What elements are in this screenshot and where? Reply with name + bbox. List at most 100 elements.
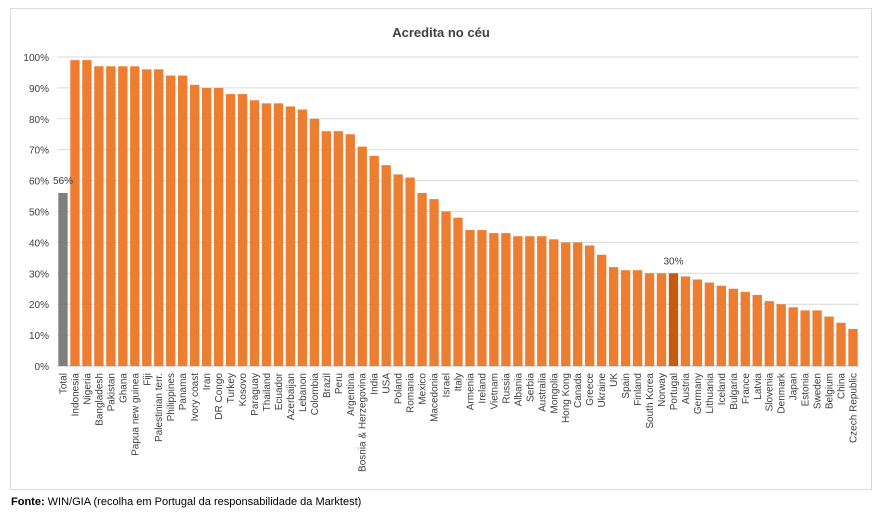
bar [130,66,140,366]
bar [405,177,415,366]
bar [106,66,116,366]
y-tick-label: 90% [29,84,49,95]
bar [441,211,451,366]
x-tick-label: Italy [454,373,465,391]
x-tick-label: Latvia [753,373,764,400]
bar [429,199,439,366]
bar [297,109,308,366]
x-tick-label: China [837,373,848,400]
x-tick-label: Nigeria [82,373,93,405]
x-tick-label: Finland [633,373,644,406]
bar [716,285,727,366]
chart-title: Acredita no céu [392,25,490,40]
bar [656,273,667,366]
x-tick-label: Papua new guinea [130,373,141,456]
x-tick-label: Bangladesh [94,373,105,426]
bar [345,134,355,366]
bar [178,75,188,366]
y-tick-label: 30% [29,269,49,280]
bar [776,304,786,366]
bar [788,307,798,366]
x-tick-label: Greece [585,373,596,406]
bar [632,270,643,366]
x-tick-label: Vietnam [489,373,500,410]
x-tick-label: Mongolia [549,373,560,414]
bar [573,242,583,366]
source-note: Fonte: WIN/GIA (recolha em Portugal da r… [11,496,361,508]
bar [752,294,762,366]
bar [82,60,92,367]
x-tick-label: Ecuador [274,372,285,410]
x-tick-label: Armenia [465,373,476,411]
bar [513,236,523,366]
x-tick-label: Denmark [777,372,788,414]
chart-area: Acredita no céu 0% 10% 20% 30% 40% 50% 60% 70% 8… [10,8,872,490]
bar [142,69,152,367]
x-tick-label: Pakistan [106,373,117,411]
bar [213,87,224,367]
x-tick-label: Palestinian terr. [154,373,165,442]
bar [393,174,403,366]
bar [489,233,499,366]
x-tick-label: Hong Kong [561,373,572,423]
bar [728,288,738,366]
y-tick-label: 80% [29,115,49,126]
bar [561,242,571,366]
x-tick-label: Philippines [166,373,177,421]
x-tick-label: Estonia [801,373,812,407]
x-tick-label: Iran [202,373,213,390]
x-tick-label: India [370,373,381,395]
x-tick-label: Macedonia [430,373,441,422]
bar [381,165,391,366]
data-label: 30% [663,256,683,267]
bar [692,279,703,366]
y-tick-label: 10% [29,331,49,342]
data-label: 56% [53,176,73,187]
x-tick-label: Portugal [669,373,680,410]
x-tick-label: Japan [789,373,800,400]
y-tick-label: 50% [29,208,49,219]
bar [166,75,176,366]
bar [189,84,200,366]
bar [620,270,631,366]
bar [680,276,691,366]
x-tick-label: Belgium [825,373,836,409]
x-tick-label: Lebanon [298,373,309,412]
x-tick-label: UK [609,373,620,387]
bar [369,155,379,366]
x-tick-label: Austria [681,373,692,405]
bar [596,254,607,366]
x-tick-label: Australia [537,373,548,412]
y-tick-label: 0% [35,362,50,373]
x-tick-label: Colombia [310,373,321,416]
x-tick-label: Brazil [322,373,333,398]
bar [154,69,164,367]
x-tick-label: Iceland [717,373,728,405]
y-axis-ticks: 0% 10% 20% 30% 40% 50% 60% 70% 80% 90% 100% [23,53,49,373]
x-tick-label: South Korea [645,373,656,429]
bar [740,291,750,366]
bar [118,66,128,366]
x-tick-label: Argentina [346,373,357,416]
bar-chart: Acredita no céu 0% 10% 20% 30% 40% 50% 60% 70% 8… [23,25,859,472]
x-tick-label: Azerbaijan [286,373,297,420]
x-tick-label: Turkey [226,373,237,403]
bar [417,192,427,366]
bar [285,106,296,366]
x-tick-label: Indonesia [70,373,81,417]
x-tick-label: Thailand [262,373,273,411]
bar [70,60,80,367]
bar [608,267,619,366]
x-tick-label: Spain [621,373,632,399]
x-tick-label: USA [382,373,393,394]
bar [465,230,475,366]
bar [249,100,260,366]
bar [585,245,595,366]
x-tick-label: Paraguay [250,373,261,416]
x-tick-label: Albania [513,373,524,407]
x-tick-label: Sweden [813,373,824,409]
x-tick-label: Israel [442,373,453,397]
x-tick-label: Kosovo [238,373,249,407]
bar [836,322,846,366]
x-tick-label: Germany [693,373,704,414]
